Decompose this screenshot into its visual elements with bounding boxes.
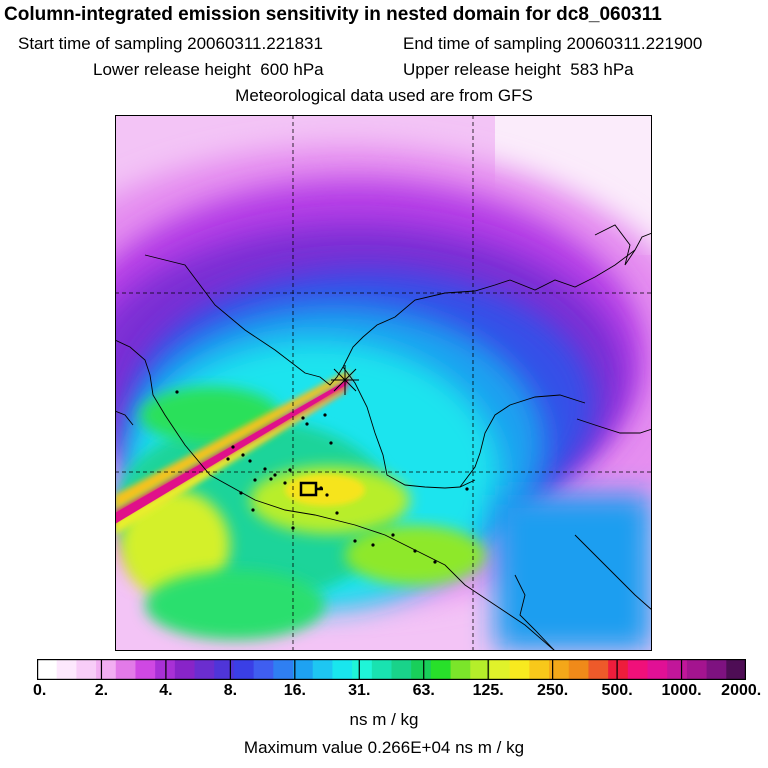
- maximum-value: Maximum value 0.266E+04 ns m / kg: [243, 738, 525, 757]
- sensitivity-field: [115, 115, 652, 651]
- colorbar-bin: [430, 659, 452, 680]
- colorbar-bin: [391, 659, 412, 680]
- graticule: [115, 115, 652, 651]
- colorbar-bin: [627, 659, 649, 680]
- colorbar-bin: [332, 659, 353, 680]
- colorbar-tick-label: 8.: [223, 682, 238, 699]
- colorbar-bin: [726, 659, 746, 680]
- lower-release-value: 600 hPa: [260, 60, 324, 79]
- colorbar-bin: [96, 659, 117, 680]
- met-data-note: Meteorological data used are from GFS: [235, 86, 533, 105]
- colorbar-bin: [37, 659, 58, 680]
- colorbar-tick-label: 2.: [94, 682, 109, 699]
- colorbar-bin: [706, 659, 727, 680]
- colorbar-border: [37, 659, 746, 680]
- end-time-label: End time of sampling: [403, 34, 562, 53]
- colorbar-bin: [233, 659, 255, 680]
- colorbar-bin: [489, 659, 511, 680]
- start-time-value: 20060311.221831: [187, 34, 323, 53]
- colorbar-bin: [174, 659, 196, 680]
- colorbar-tick-label: 4.: [159, 682, 173, 699]
- coastlines: [115, 224, 652, 651]
- end-time: End time of sampling 20060311.221900: [403, 34, 702, 54]
- colorbar-bin: [529, 659, 550, 680]
- colorbar-tick-label: 500.: [601, 682, 633, 699]
- lower-release-label: Lower release height: [93, 60, 251, 79]
- colorbar-bin: [470, 659, 491, 680]
- sensitivity-map: [115, 115, 652, 651]
- colorbar-bin: [253, 659, 274, 680]
- colorbar-bin: [686, 659, 708, 680]
- colorbar-tick-label: 1000.: [661, 682, 702, 699]
- colorbar-bin: [568, 659, 590, 680]
- colorbar-bin: [411, 659, 432, 680]
- fire-locations: [175, 390, 469, 564]
- colorbar: [37, 659, 746, 680]
- start-time-label: Start time of sampling: [18, 34, 183, 53]
- colorbar-bin: [293, 659, 314, 680]
- colorbar-unit: ns m / kg: [349, 710, 419, 729]
- colorbar-bin: [509, 659, 530, 680]
- colorbar-tick-label: 31.: [348, 682, 371, 699]
- mexico-city-outline: [299, 481, 323, 497]
- colorbar-bin: [450, 659, 471, 680]
- colorbar-tick-label: 125.: [472, 682, 504, 699]
- colorbar-bin: [352, 659, 373, 680]
- sampling-location-marker: [331, 365, 359, 395]
- colorbar-tick-label: 250.: [537, 682, 569, 699]
- colorbar-bin: [312, 659, 334, 680]
- colorbar-tick-label: 2000.: [721, 682, 762, 699]
- lower-release-height: Lower release height 600 hPa: [93, 60, 324, 80]
- colorbar-bin: [608, 659, 629, 680]
- colorbar-bin: [588, 659, 609, 680]
- end-time-value: 20060311.221900: [566, 34, 703, 53]
- start-time: Start time of sampling 20060311.221831: [18, 34, 323, 54]
- colorbar-bin: [115, 659, 137, 680]
- colorbar-bin: [273, 659, 294, 680]
- colorbar-bin: [371, 659, 393, 680]
- colorbar-bin: [647, 659, 668, 680]
- colorbar-bin: [76, 659, 97, 680]
- colorbar-bin: [667, 659, 688, 680]
- upper-release-label: Upper release height: [403, 60, 561, 79]
- colorbar-tick-label: 63.: [412, 682, 435, 699]
- upper-release-height: Upper release height 583 hPa: [403, 60, 634, 80]
- colorbar-bin: [56, 659, 77, 680]
- colorbar-tick-label: 16.: [283, 682, 306, 699]
- colorbar-bin: [135, 659, 156, 680]
- colorbar-bin: [549, 659, 570, 680]
- upper-release-value: 583 hPa: [570, 60, 634, 79]
- colorbar-bin: [194, 659, 215, 680]
- colorbar-tick-label: 0.: [32, 682, 47, 699]
- colorbar-bin: [214, 659, 235, 680]
- chart-title: Column-integrated emission sensitivity i…: [4, 4, 662, 25]
